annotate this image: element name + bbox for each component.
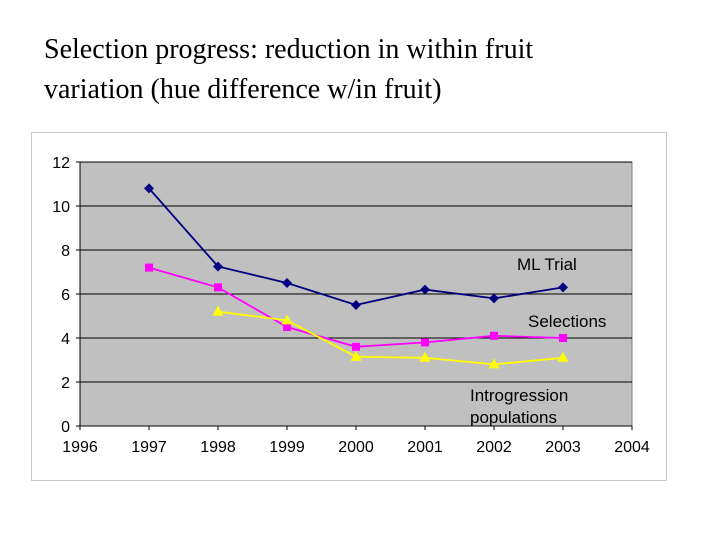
y-tick-label: 6 [61,287,70,304]
data-point-selections [490,331,498,340]
data-point-selections [421,338,429,347]
x-tick-label: 2003 [545,439,581,456]
data-point-ml-trial [489,293,499,304]
x-tick-label: 2001 [407,439,443,456]
data-point-ml-trial [420,284,430,295]
y-tick-label: 2 [61,375,70,392]
slide-title: Selection progress: reduction in within … [44,30,684,110]
x-tick-label: 2004 [614,439,650,456]
data-point-introgression-populations [350,350,362,361]
data-point-introgression-populations [557,351,569,362]
line-chart: 0 2 4 6 8 10 12 1996 1997 1998 1999 2000 2001 2002 200… [52,155,650,456]
data-point-introgression-populations [281,314,293,325]
x-tick-label: 2002 [476,439,512,456]
data-point-selections [145,263,153,272]
slide-title-line-2: variation (hue difference w/in fruit) [44,74,442,105]
data-point-introgression-populations [419,351,431,362]
slide-title-line-1: Selection progress: reduction in within … [44,34,534,65]
series-line-introgression-populations [217,310,564,366]
data-point-introgression-populations [488,358,500,369]
data-point-selections [559,334,567,342]
series-label-introgression-populations: populations [470,408,557,427]
data-point-ml-trial [351,300,361,310]
series-label-ml-trial: ML Trial [517,255,577,274]
y-tick-label: 8 [61,243,70,260]
x-tick-label: 1996 [62,439,98,456]
data-point-selections [214,283,222,292]
x-tick-label: 1998 [200,439,236,456]
x-tick-label: 2000 [338,439,374,456]
series-label-introgression-populations: Introgression [470,386,568,405]
data-point-ml-trial [213,261,223,272]
data-point-ml-trial [282,278,292,288]
y-tick-label: 0 [61,419,70,436]
y-tick-label: 12 [52,155,70,172]
data-point-ml-trial [558,282,568,293]
data-point-introgression-populations [212,305,224,316]
x-tick-label: 1999 [269,439,305,456]
y-tick-label: 4 [61,331,70,348]
data-point-selections [352,342,360,351]
chart-frame: 0 2 4 6 8 10 12 1996 1997 1998 1999 2000 2001 2002 200… [31,132,667,481]
data-point-selections [283,323,291,331]
y-tick-label: 10 [52,199,70,216]
data-point-ml-trial [144,183,154,194]
x-tick-label: 1997 [131,439,167,456]
series-label-selections: Selections [528,312,606,331]
